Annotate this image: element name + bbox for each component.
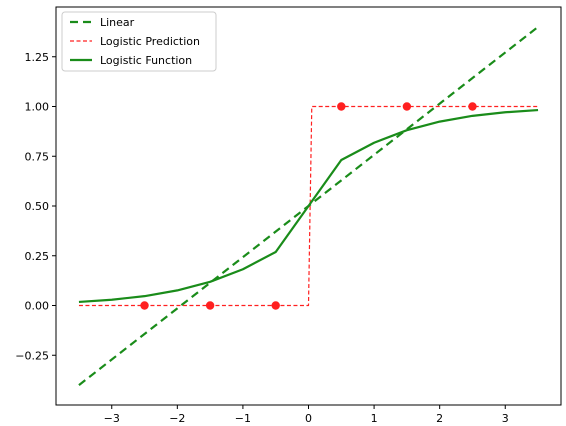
x-axis: −3 −2 −1 0 1 2 3 xyxy=(104,405,509,425)
data-point xyxy=(140,301,149,310)
x-tick-label: −2 xyxy=(169,412,185,425)
data-point xyxy=(337,102,346,111)
y-tick-label: 0.75 xyxy=(25,150,50,163)
y-tick-label: −0.25 xyxy=(15,349,49,362)
y-tick-label: 1.25 xyxy=(25,51,50,64)
series-line-1 xyxy=(78,105,539,307)
y-tick-label: 0.00 xyxy=(25,300,50,313)
legend-label-0: Linear xyxy=(100,16,135,29)
legend-label-1: Logistic Prediction xyxy=(100,35,200,48)
data-point xyxy=(468,102,477,111)
data-points xyxy=(140,102,477,310)
x-tick-label: 0 xyxy=(305,412,312,425)
x-tick-label: 3 xyxy=(502,412,509,425)
data-point xyxy=(205,301,215,310)
data-point xyxy=(402,102,412,111)
legend-label-2: Logistic Function xyxy=(100,54,192,67)
y-axis: −0.25 0.00 0.25 0.50 0.75 1.00 1.25 xyxy=(15,51,56,362)
x-tick-label: 2 xyxy=(436,412,443,425)
legend-box xyxy=(61,11,217,72)
y-tick-label: 0.25 xyxy=(25,250,50,263)
x-tick-label: −1 xyxy=(235,412,251,425)
x-tick-label: −3 xyxy=(104,412,120,425)
series-line-2 xyxy=(78,108,539,304)
series-lines xyxy=(78,26,539,386)
legend: Linear Logistic Prediction Logistic Functi… xyxy=(61,11,217,72)
y-tick-label: 1.00 xyxy=(25,101,50,114)
y-tick-label: 0.50 xyxy=(25,200,50,213)
x-tick-label: 1 xyxy=(371,412,378,425)
data-point xyxy=(271,301,280,310)
